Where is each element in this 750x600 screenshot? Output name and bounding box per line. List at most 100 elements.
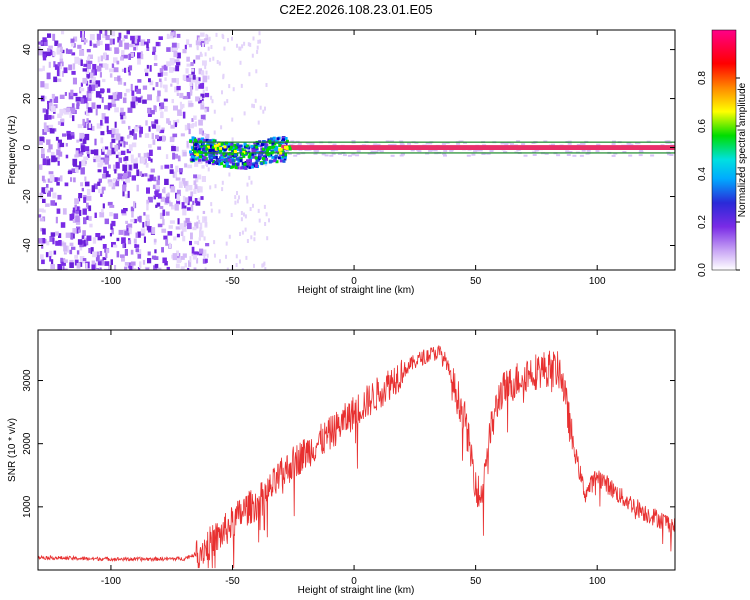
turbulence-cell xyxy=(210,154,214,158)
noise-cell xyxy=(193,188,197,194)
haze-cell xyxy=(401,153,405,156)
turbulence-cell xyxy=(191,158,195,162)
noise-cell xyxy=(91,84,96,91)
noise-cell xyxy=(115,161,120,169)
turbulence-cell xyxy=(243,142,247,146)
turbulence-cell xyxy=(227,142,231,146)
noise-cell xyxy=(121,52,124,59)
noise-cell xyxy=(128,144,133,152)
noise-cell xyxy=(130,219,135,223)
noise-cell xyxy=(182,235,186,242)
noise-cell xyxy=(184,262,187,268)
turbulence-cell xyxy=(261,150,265,154)
noise-cell xyxy=(38,48,44,56)
noise-cell xyxy=(203,236,206,241)
noise-cell xyxy=(69,133,75,139)
peak-cell xyxy=(228,147,232,151)
noise-cell xyxy=(147,94,152,101)
noise-cell xyxy=(199,248,204,254)
noise-cell xyxy=(155,204,158,208)
noise-cell xyxy=(248,72,251,77)
peak-cell xyxy=(214,147,218,151)
noise-cell xyxy=(74,198,79,204)
noise-cell xyxy=(137,57,141,65)
noise-cell xyxy=(164,106,168,112)
haze-cell xyxy=(463,141,467,144)
noise-cell xyxy=(41,259,45,265)
noise-cell xyxy=(99,267,102,270)
noise-cell xyxy=(188,128,191,135)
haze-cell xyxy=(367,152,372,155)
noise-cell xyxy=(49,187,54,192)
noise-cell xyxy=(44,127,48,133)
turbulence-cell xyxy=(253,152,257,156)
snr-series xyxy=(38,344,675,569)
noise-cell xyxy=(117,36,121,43)
noise-cell xyxy=(176,119,180,123)
noise-cell xyxy=(189,256,192,263)
noise-cell xyxy=(243,212,245,217)
noise-cell xyxy=(164,85,168,93)
noise-cell xyxy=(86,60,89,68)
noise-cell xyxy=(187,123,190,130)
turbulence-cell xyxy=(268,160,272,164)
noise-cell xyxy=(161,228,167,233)
noise-cell xyxy=(151,121,156,127)
noise-cell xyxy=(104,105,109,110)
noise-cell xyxy=(198,68,202,75)
noise-cell xyxy=(206,163,208,167)
noise-cell xyxy=(78,151,84,156)
noise-cell xyxy=(202,60,207,66)
noise-cell xyxy=(80,145,86,153)
noise-cell xyxy=(183,75,189,81)
noise-cell xyxy=(40,254,44,259)
noise-cell xyxy=(73,177,76,183)
noise-cell xyxy=(88,54,93,59)
noise-cell xyxy=(187,267,190,270)
peak-cell xyxy=(213,144,217,148)
haze-cell xyxy=(416,149,421,152)
haze-cell xyxy=(580,142,585,145)
noise-cell xyxy=(122,97,127,104)
turbulence-cell xyxy=(193,138,197,142)
noise-cell xyxy=(96,33,101,40)
noise-cell xyxy=(122,172,128,180)
colorbar: 0.0 0.2 0.4 0.6 0.8 Normalized spectral ampl… xyxy=(697,29,748,277)
noise-cell xyxy=(83,217,87,225)
noise-cell xyxy=(60,118,65,126)
noise-cell xyxy=(177,218,180,225)
noise-cell xyxy=(50,200,56,206)
noise-cell xyxy=(99,251,103,257)
noise-cell xyxy=(225,241,228,246)
peak-cell xyxy=(211,145,215,149)
noise-cell xyxy=(95,91,101,98)
noise-cell xyxy=(170,67,174,73)
noise-cell xyxy=(72,77,77,85)
noise-cell xyxy=(102,203,105,209)
noise-cell xyxy=(160,165,164,170)
noise-cell xyxy=(253,231,256,236)
noise-cell xyxy=(53,76,58,83)
noise-cell xyxy=(55,231,59,236)
noise-cell xyxy=(78,196,81,202)
noise-cell xyxy=(202,75,208,83)
noise-cell xyxy=(53,104,58,109)
haze-cell xyxy=(500,142,505,145)
spectrogram-frame xyxy=(37,29,676,271)
noise-cell xyxy=(126,135,130,139)
turbulence-cell xyxy=(246,162,250,166)
turbulence-cell xyxy=(189,158,193,162)
noise-cell xyxy=(71,246,76,250)
noise-cell xyxy=(149,65,152,72)
noise-cell xyxy=(256,49,259,54)
turbulence-cell xyxy=(198,146,202,150)
noise-cell xyxy=(198,237,201,241)
noise-cell xyxy=(79,137,82,142)
noise-cell xyxy=(107,179,113,184)
noise-cell xyxy=(85,160,87,165)
noise-cell xyxy=(59,63,62,70)
haze-cell xyxy=(321,153,326,156)
turbulence-cell xyxy=(232,162,235,166)
noise-cell xyxy=(160,102,165,109)
noise-cell xyxy=(151,227,156,235)
